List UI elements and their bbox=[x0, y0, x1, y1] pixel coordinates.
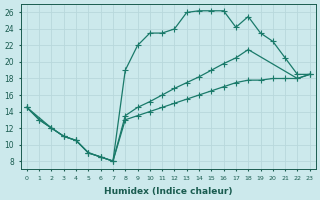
X-axis label: Humidex (Indice chaleur): Humidex (Indice chaleur) bbox=[104, 187, 233, 196]
